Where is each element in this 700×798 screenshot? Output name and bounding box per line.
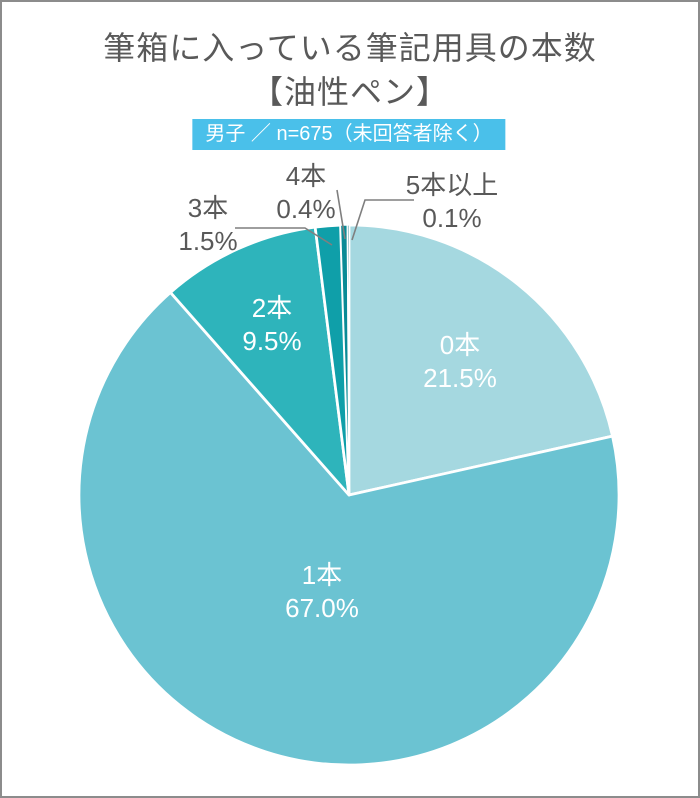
- pie-label-4bon-category: 4本: [285, 161, 327, 191]
- pie-label-1bon-value: 67.0%: [285, 593, 359, 623]
- pie-label-2bon-category: 2本: [251, 293, 293, 323]
- pie-label-0bon: 0本 21.5%: [423, 329, 497, 395]
- chart-title: 筆箱に入っている筆記用具の本数 【油性ペン】: [2, 26, 698, 114]
- pie-slice-1: [77, 291, 621, 767]
- pie-slices-group: [77, 223, 621, 767]
- pie-label-4bon-value: 0.4%: [276, 194, 336, 224]
- pie-label-3bon-value: 1.5%: [178, 226, 238, 256]
- pie-label-5bon-plus-value: 0.1%: [422, 203, 482, 233]
- leader-lines-group: [235, 189, 414, 246]
- leader-line-5bon-plus: [351, 199, 414, 241]
- pie-label-0bon-value: 21.5%: [423, 363, 497, 393]
- sample-badge: 男子 ／ n=675（未回答者除く）: [192, 119, 506, 150]
- pie-label-1bon-category: 1本: [301, 560, 343, 590]
- pie-label-5bon-plus-category: 5本以上: [405, 170, 499, 200]
- chart-title-line1: 筆箱に入っている筆記用具の本数: [103, 30, 597, 66]
- leader-line-4bon: [336, 189, 346, 240]
- pie-label-2bon-value: 9.5%: [242, 326, 302, 356]
- pie-label-3bon: 3本 1.5%: [178, 192, 237, 258]
- chart-title-line2: 【油性ペン】: [250, 74, 449, 110]
- pie-label-0bon-category: 0本: [439, 330, 481, 360]
- pie-label-4bon: 4本 0.4%: [276, 160, 335, 226]
- pie-slice-5: [346, 224, 350, 496]
- leader-line-3bon: [235, 227, 333, 246]
- pie-slice-0: [347, 223, 614, 497]
- pie-label-2bon: 2本 9.5%: [242, 292, 301, 358]
- pie-label-3bon-category: 3本: [187, 193, 229, 223]
- pie-label-5bon-plus: 5本以上 0.1%: [406, 169, 498, 235]
- pie-label-1bon: 1本 67.0%: [285, 559, 359, 625]
